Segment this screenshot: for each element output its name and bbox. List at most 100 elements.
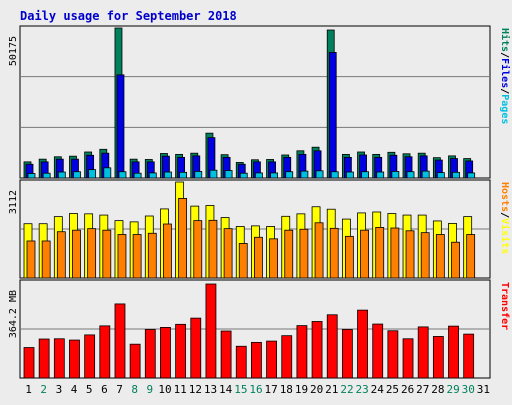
- x-tick-label-day-20: 20: [310, 383, 323, 396]
- x-tick-label-day-7: 7: [116, 383, 123, 396]
- bar-files-day-21: [328, 52, 337, 179]
- x-tick-label-day-18: 18: [280, 383, 293, 396]
- bar-transfer-day-25: [387, 330, 399, 379]
- bar-pages-day-20: [315, 170, 324, 179]
- bar-transfer-day-18: [281, 335, 293, 379]
- bar-hosts-day-25: [390, 227, 400, 279]
- bar-hosts-day-1: [26, 240, 36, 279]
- right-label-part-hits-2: Files: [499, 58, 511, 88]
- bar-pages-day-19: [300, 170, 309, 179]
- bar-pages-day-29: [452, 171, 460, 179]
- x-tick-label-day-14: 14: [219, 383, 233, 396]
- x-tick-label-day-12: 12: [189, 383, 202, 396]
- bar-pages-day-18: [285, 171, 294, 179]
- bar-hosts-day-2: [41, 240, 51, 279]
- bar-pages-day-2: [42, 172, 51, 179]
- bar-transfer-day-26: [402, 338, 414, 379]
- x-tick-label-day-28: 28: [431, 383, 444, 396]
- bar-pages-day-26: [406, 171, 415, 179]
- bar-hosts-day-6: [102, 229, 112, 279]
- right-label-part-hits-3: /: [499, 88, 510, 94]
- max-label-transfer: 364.2 MB: [8, 290, 19, 338]
- bar-transfer-day-15: [235, 345, 247, 379]
- bar-pages-day-21: [330, 171, 339, 179]
- x-tick-label-day-17: 17: [265, 383, 278, 396]
- right-label-part-hits-1: /: [499, 52, 510, 58]
- bar-transfer-day-8: [129, 343, 141, 379]
- bar-transfer-day-23: [357, 309, 368, 379]
- bar-hosts-day-3: [56, 231, 66, 279]
- bar-pages-day-15: [239, 172, 248, 179]
- x-tick-label-day-22: 22: [340, 383, 353, 396]
- bar-transfer-day-7: [114, 303, 126, 379]
- bar-pages-day-13: [209, 169, 218, 179]
- bar-hosts-day-28: [435, 234, 445, 279]
- x-tick-label-day-30: 30: [462, 383, 475, 396]
- x-tick-label-day-31: 31: [477, 383, 490, 396]
- bar-hosts-day-7: [117, 234, 127, 279]
- right-label-part-visits-2: Visits: [499, 218, 511, 254]
- right-label-part-visits-1: /: [499, 212, 510, 218]
- bar-transfer-day-6: [99, 325, 111, 379]
- bar-pages-day-24: [376, 171, 385, 179]
- x-tick-label-day-6: 6: [101, 383, 108, 396]
- x-tick-label-day-13: 13: [204, 383, 217, 396]
- bar-transfer-day-9: [144, 329, 156, 379]
- bar-pages-day-6: [103, 167, 112, 179]
- bar-hosts-day-10: [163, 223, 172, 279]
- bar-transfer-day-4: [69, 339, 80, 379]
- right-label-part-transfer-0: Transfer: [499, 282, 510, 330]
- x-tick-label-day-11: 11: [174, 383, 187, 396]
- bar-transfer-day-20: [311, 321, 323, 379]
- bar-transfer-day-27: [417, 326, 429, 379]
- bar-pages-day-22: [345, 171, 354, 179]
- x-tick-label-day-27: 27: [416, 383, 429, 396]
- bar-pages-day-30: [467, 172, 476, 179]
- max-label-hits: 50175: [8, 36, 19, 66]
- x-tick-label-day-21: 21: [325, 383, 338, 396]
- bar-transfer-day-13: [205, 283, 217, 379]
- right-label-part-hits-0: Hits: [499, 28, 511, 52]
- panel-frame-hits: [19, 25, 491, 179]
- bar-pages-day-10: [164, 171, 172, 179]
- bar-hosts-day-21: [329, 227, 339, 279]
- bar-transfer-day-29: [448, 325, 459, 379]
- bar-hosts-day-11: [178, 198, 188, 279]
- bar-hosts-day-29: [451, 241, 460, 279]
- x-tick-label-day-2: 2: [40, 383, 47, 396]
- x-tick-label-day-16: 16: [249, 383, 262, 396]
- x-tick-label-day-29: 29: [446, 383, 459, 396]
- right-label-transfer: Transfer: [499, 282, 510, 330]
- bar-pages-day-23: [361, 171, 369, 179]
- bar-pages-day-11: [179, 171, 188, 179]
- right-label-part-visits-0: Hosts: [499, 182, 510, 212]
- bar-hosts-day-26: [405, 230, 415, 279]
- right-label-part-hits-4: Pages: [499, 94, 510, 124]
- bar-transfer-day-1: [23, 347, 35, 379]
- bar-hosts-day-9: [147, 232, 157, 279]
- bar-hosts-day-8: [132, 234, 142, 279]
- x-tick-label-day-23: 23: [356, 383, 369, 396]
- bar-transfer-day-21: [326, 314, 338, 379]
- bar-pages-day-1: [27, 173, 36, 179]
- bar-pages-day-17: [270, 172, 278, 179]
- bar-transfer-day-28: [432, 336, 444, 379]
- bar-hosts-day-24: [375, 227, 385, 279]
- chart-title: Daily usage for September 2018: [20, 9, 237, 23]
- bar-hosts-day-23: [360, 229, 369, 279]
- x-tick-label-day-10: 10: [158, 383, 171, 396]
- bar-files-day-7: [116, 74, 125, 179]
- bar-transfer-day-19: [296, 325, 308, 379]
- x-tick-label-day-1: 1: [25, 383, 32, 396]
- bar-hosts-day-17: [269, 238, 278, 279]
- max-label-visits: 3112: [8, 190, 19, 214]
- bar-transfer-day-16: [251, 341, 262, 379]
- right-label-visits: Hosts/Visits: [499, 182, 511, 254]
- bar-transfer-day-30: [463, 333, 475, 379]
- bar-hosts-day-14: [223, 228, 233, 279]
- x-tick-label-day-26: 26: [401, 383, 414, 396]
- bar-hosts-day-5: [87, 228, 97, 279]
- bar-transfer-day-17: [266, 340, 277, 379]
